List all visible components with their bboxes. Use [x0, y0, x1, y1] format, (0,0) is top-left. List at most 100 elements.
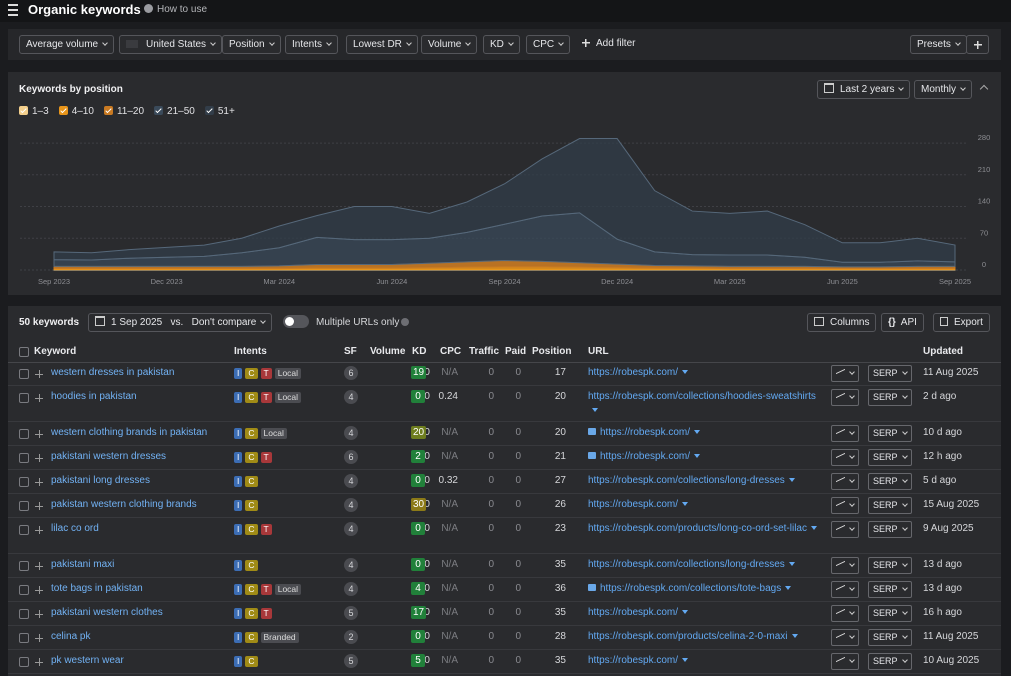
url-link[interactable]: https://robespk.com/	[600, 451, 691, 462]
filter-button[interactable]: Volume	[421, 35, 478, 54]
column-header[interactable]: URL	[588, 346, 609, 357]
column-header[interactable]: Keyword	[34, 346, 77, 357]
legend-item[interactable]: 51+	[204, 106, 235, 117]
row-checkbox[interactable]	[19, 525, 29, 535]
url-caret[interactable]	[791, 634, 798, 638]
row-checkbox[interactable]	[19, 393, 29, 403]
serp-button[interactable]: SERP	[868, 425, 912, 442]
expand-icon[interactable]	[35, 394, 43, 402]
column-header[interactable]: Traffic	[469, 346, 500, 357]
period-select[interactable]: Last 2 years	[817, 80, 911, 99]
row-checkbox[interactable]	[19, 429, 29, 439]
url-caret[interactable]	[785, 586, 792, 590]
keyword-link[interactable]: hoodies in pakistan	[51, 391, 137, 402]
url-link[interactable]: https://robespk.com/	[600, 427, 691, 438]
keyword-link[interactable]: pakistani long dresses	[51, 475, 150, 486]
keyword-link[interactable]: pk western wear	[51, 655, 124, 666]
filter-button[interactable]: Position	[222, 35, 281, 54]
multiple-urls-toggle[interactable]	[283, 315, 309, 328]
url-link[interactable]: https://robespk.com/	[588, 655, 679, 666]
row-checkbox[interactable]	[19, 453, 29, 463]
menu-button[interactable]	[8, 4, 18, 16]
legend-item[interactable]: 21–50	[154, 106, 195, 117]
url-link[interactable]: https://robespk.com/products/celina-2-0-…	[588, 631, 788, 642]
filter-button[interactable]: KD	[483, 35, 520, 54]
filter-button[interactable]: CPC	[526, 35, 571, 54]
interval-select[interactable]: Monthly	[914, 80, 973, 99]
chart-button[interactable]	[831, 653, 859, 670]
url-link[interactable]: https://robespk.com/collections/long-dre…	[588, 559, 785, 570]
expand-icon[interactable]	[35, 526, 43, 534]
collapse-button[interactable]	[979, 84, 989, 94]
url-caret[interactable]	[788, 478, 795, 482]
chart-button[interactable]	[831, 605, 859, 622]
row-checkbox[interactable]	[19, 657, 29, 667]
serp-button[interactable]: SERP	[868, 449, 912, 466]
serp-button[interactable]: SERP	[868, 365, 912, 382]
info-icon[interactable]	[401, 318, 409, 326]
expand-icon[interactable]	[35, 454, 43, 462]
preview-icon[interactable]	[588, 452, 596, 459]
keyword-link[interactable]: celina pk	[51, 631, 91, 642]
row-checkbox[interactable]	[19, 501, 29, 511]
columns-button[interactable]: Columns	[807, 313, 877, 332]
filter-button[interactable]: Average volume	[19, 35, 115, 54]
chart-button[interactable]	[831, 497, 859, 514]
url-caret[interactable]	[694, 454, 701, 458]
keyword-link[interactable]: pakistan western clothing brands	[51, 499, 197, 510]
row-checkbox[interactable]	[19, 585, 29, 595]
row-checkbox[interactable]	[19, 633, 29, 643]
column-header[interactable]: Updated	[923, 346, 963, 357]
expand-icon[interactable]	[35, 658, 43, 666]
row-checkbox[interactable]	[19, 561, 29, 571]
column-header[interactable]: SF	[344, 346, 357, 357]
chart-button[interactable]	[831, 557, 859, 574]
presets-button[interactable]: Presets	[910, 35, 967, 54]
legend-item[interactable]: 4–10	[58, 106, 94, 117]
api-button[interactable]: {} API	[881, 313, 924, 332]
keyword-link[interactable]: western dresses in pakistan	[51, 367, 175, 378]
url-link[interactable]: https://robespk.com/	[588, 367, 679, 378]
chart-button[interactable]	[831, 365, 859, 382]
url-caret[interactable]	[682, 658, 689, 662]
url-link[interactable]: https://robespk.com/collections/tote-bag…	[600, 583, 782, 594]
url-caret[interactable]	[810, 526, 817, 530]
url-link[interactable]: https://robespk.com/	[588, 607, 679, 618]
url-caret[interactable]	[592, 408, 598, 412]
url-link[interactable]: https://robespk.com/	[588, 499, 679, 510]
date-compare-select[interactable]: 1 Sep 2025 vs. Don't compare	[88, 313, 273, 332]
url-link[interactable]: https://robespk.com/products/long-co-ord…	[588, 523, 807, 534]
expand-icon[interactable]	[35, 586, 43, 594]
url-link[interactable]: https://robespk.com/collections/hoodies-…	[588, 391, 816, 402]
serp-button[interactable]: SERP	[868, 389, 912, 406]
chart-button[interactable]	[831, 449, 859, 466]
chart-button[interactable]	[831, 581, 859, 598]
row-checkbox[interactable]	[19, 609, 29, 619]
column-header[interactable]: KD	[412, 346, 427, 357]
expand-icon[interactable]	[35, 430, 43, 438]
url-caret[interactable]	[694, 430, 701, 434]
row-checkbox[interactable]	[19, 369, 29, 379]
url-caret[interactable]	[682, 370, 689, 374]
column-header[interactable]: CPC	[440, 346, 462, 357]
column-header[interactable]: Paid	[505, 346, 527, 357]
url-caret[interactable]	[682, 610, 689, 614]
export-button[interactable]: Export	[933, 313, 990, 332]
expand-icon[interactable]	[35, 634, 43, 642]
filter-button[interactable]: Intents	[285, 35, 339, 54]
column-header[interactable]: Position	[532, 346, 572, 357]
column-header[interactable]: Intents	[234, 346, 267, 357]
chart-button[interactable]	[831, 425, 859, 442]
preview-icon[interactable]	[588, 428, 596, 435]
column-header[interactable]: Volume	[370, 346, 406, 357]
chart-button[interactable]	[831, 521, 859, 538]
add-filter-button[interactable]: Add filter	[582, 38, 635, 49]
url-link[interactable]: https://robespk.com/collections/long-dre…	[588, 475, 785, 486]
filter-button[interactable]: Lowest DR	[346, 35, 418, 54]
keyword-link[interactable]: pakistani western dresses	[51, 451, 167, 462]
chart-button[interactable]	[831, 629, 859, 646]
keyword-link[interactable]: tote bags in pakistan	[51, 583, 143, 594]
serp-button[interactable]: SERP	[868, 473, 912, 490]
legend-item[interactable]: 11–20	[103, 106, 144, 117]
keyword-link[interactable]: lilac co ord	[51, 523, 99, 534]
